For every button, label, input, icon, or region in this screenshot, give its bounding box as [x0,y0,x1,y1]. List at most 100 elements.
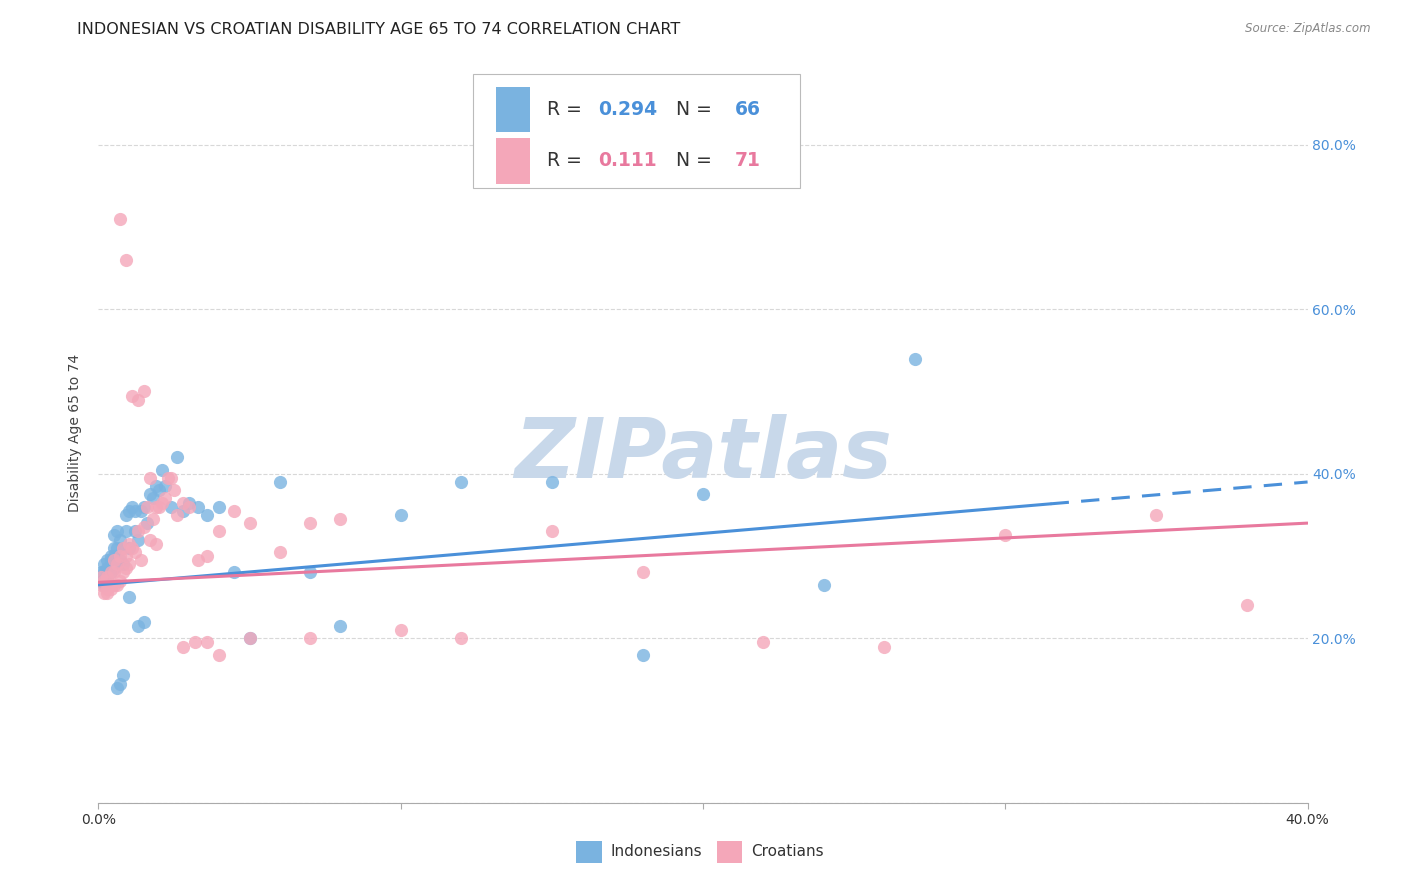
Point [108,533,131,547]
Point [172,640,194,654]
Text: Indonesians: Indonesians [610,845,702,859]
Point [150,462,173,476]
Point [139,533,162,547]
Point [187,500,209,514]
Text: N =: N = [676,100,718,119]
Bar [496,87,530,132]
Point [118,536,141,550]
Point [148,500,170,514]
Point [90,569,112,583]
Point [184,635,207,649]
Text: 66: 66 [734,100,761,119]
Point [195,635,218,649]
Point [692,487,714,501]
Point [96,553,118,567]
Point [111,558,134,572]
Point [129,504,152,518]
Point [108,574,131,588]
Point [103,566,125,580]
Point [1236,599,1258,613]
Point [114,252,136,267]
Point [156,471,179,485]
Text: 0.294: 0.294 [598,100,657,119]
Point [239,632,262,646]
Point [100,549,122,563]
Point [108,211,131,226]
Point [111,541,134,555]
Point [150,495,173,509]
Point [153,491,176,506]
Point [103,528,125,542]
Point [127,524,149,539]
Point [105,558,128,572]
Point [105,524,128,539]
Text: Source: ZipAtlas.com: Source: ZipAtlas.com [1246,22,1371,36]
Point [103,541,125,555]
Point [100,582,122,596]
Point [166,508,188,522]
Point [172,495,194,509]
Point [90,566,112,580]
Point [239,632,262,646]
Point [111,668,134,682]
Point [96,569,118,583]
Text: ZIPatlas: ZIPatlas [515,414,891,495]
Point [121,388,143,402]
Point [127,392,149,407]
Text: R =: R = [547,100,588,119]
Point [100,566,122,580]
Point [269,545,291,559]
Point [132,384,155,399]
Point [299,566,322,580]
Point [172,504,194,518]
Point [994,528,1017,542]
Point [752,635,775,649]
Point [90,578,112,592]
Point [124,545,146,559]
Point [145,500,167,514]
Point [96,561,118,575]
Point [208,500,231,514]
Point [100,578,122,592]
Y-axis label: Disability Age 65 to 74: Disability Age 65 to 74 [69,353,83,512]
Point [118,590,141,604]
Point [129,553,152,567]
Point [208,524,231,539]
Point [135,500,157,514]
Point [389,623,412,637]
Point [108,676,131,690]
Point [873,640,896,654]
FancyBboxPatch shape [474,73,800,188]
Point [1144,508,1167,522]
Point [195,508,218,522]
Point [139,471,162,485]
Text: 0.111: 0.111 [598,152,657,170]
Point [96,569,118,583]
Point [179,495,201,509]
Point [93,574,115,588]
Point [93,586,115,600]
Point [111,566,134,580]
Point [135,516,157,530]
Point [127,619,149,633]
Point [224,504,246,518]
Text: INDONESIAN VS CROATIAN DISABILITY AGE 65 TO 74 CORRELATION CHART: INDONESIAN VS CROATIAN DISABILITY AGE 65… [77,22,681,37]
Point [195,549,218,563]
Point [93,578,115,592]
Point [132,615,155,629]
Point [299,516,322,530]
Point [153,479,176,493]
Point [103,553,125,567]
Point [540,524,562,539]
Point [904,351,927,366]
Point [96,586,118,600]
Point [100,553,122,567]
Point [105,558,128,572]
Point [160,471,183,485]
Point [239,516,262,530]
Point [108,553,131,567]
Point [96,574,118,588]
Point [329,619,352,633]
Point [111,541,134,555]
Point [269,475,291,489]
